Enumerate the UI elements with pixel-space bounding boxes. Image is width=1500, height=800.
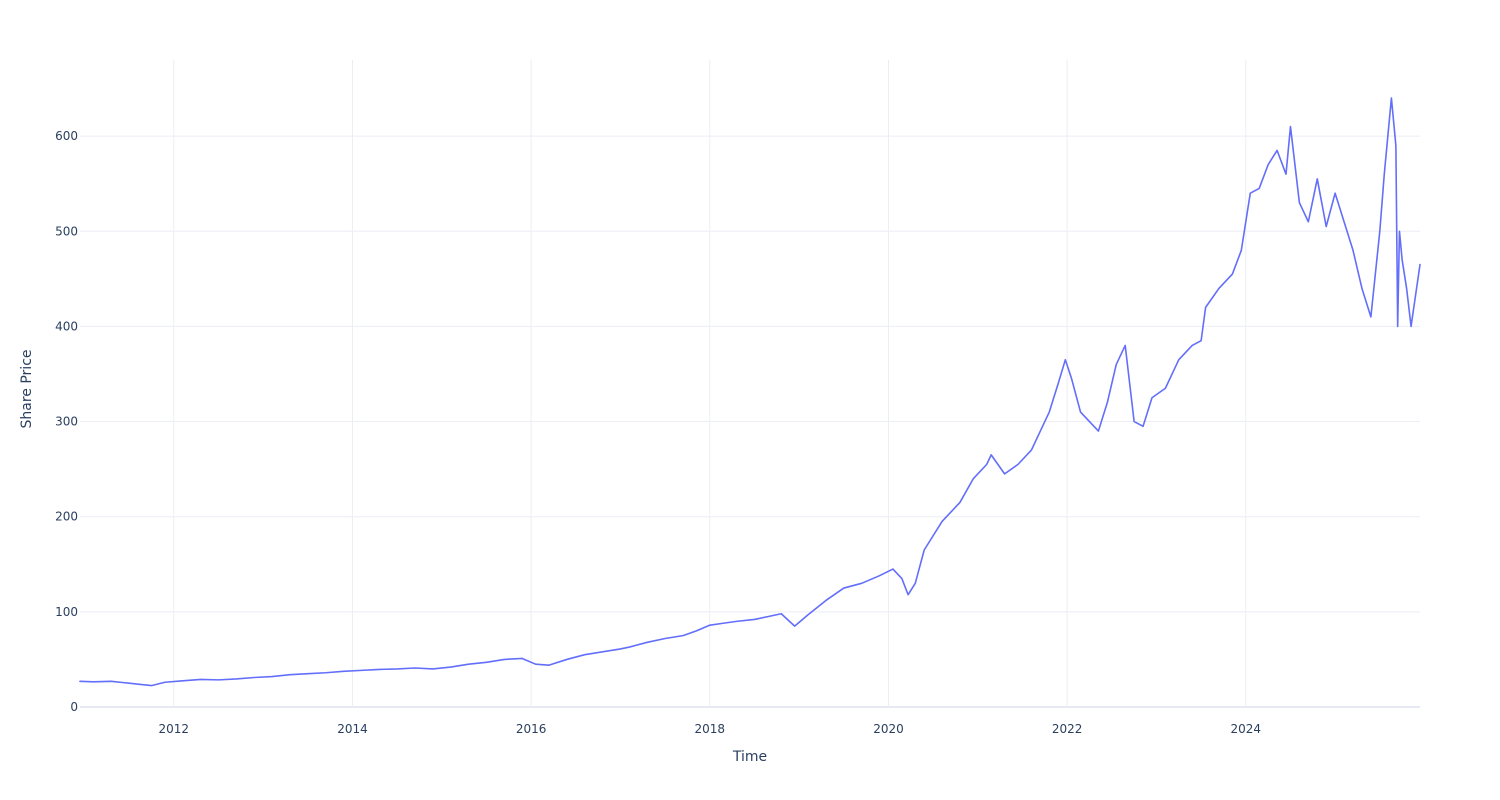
y-tick-label: 0 (70, 700, 78, 714)
series-layer (79, 97, 1421, 687)
y-tick-label: 500 (55, 224, 78, 238)
y-tick-label: 600 (55, 129, 78, 143)
x-tick-label: 2020 (873, 722, 904, 736)
y-tick-label: 400 (55, 319, 78, 333)
x-tick-label: 2016 (516, 722, 547, 736)
x-tick-label: 2018 (695, 722, 726, 736)
share-price-line (79, 97, 1421, 687)
x-tick-label: 2024 (1231, 722, 1262, 736)
y-tick-label: 200 (55, 510, 78, 524)
x-axis-title: Time (732, 749, 767, 765)
x-tick-label: 2012 (159, 722, 190, 736)
y-tick-label: 300 (55, 415, 78, 429)
tick-layer: 0 100 200 300 400 500 600 2012 2014 2016 2018 2020 2… (55, 129, 1261, 736)
y-tick-label: 100 (55, 605, 78, 619)
y-axis-title: Share Price (19, 349, 35, 428)
x-tick-label: 2014 (337, 722, 368, 736)
x-tick-label: 2022 (1052, 722, 1083, 736)
grid-layer (80, 60, 1420, 708)
